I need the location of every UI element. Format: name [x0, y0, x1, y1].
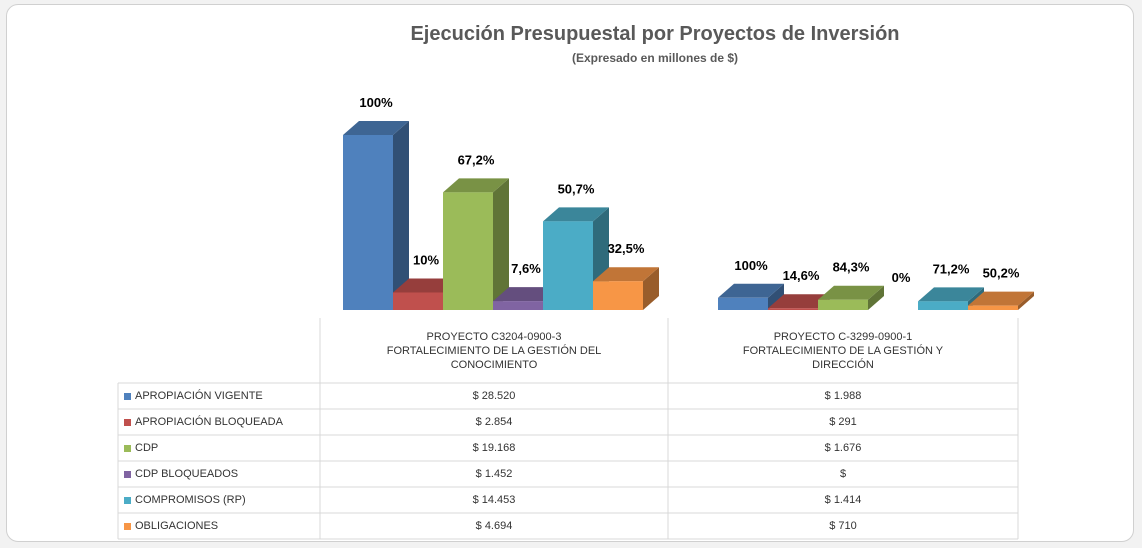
bar-front	[718, 297, 768, 310]
table-value: $	[839, 468, 847, 480]
legend-swatch	[124, 470, 131, 478]
legend-swatch	[124, 418, 131, 426]
data-label: 50,7%	[558, 181, 595, 196]
legend-label: COMPROMISOS (RP)	[135, 494, 246, 506]
table-value: $ 4.694	[475, 520, 513, 532]
bar-side	[393, 121, 409, 310]
bar	[343, 121, 409, 310]
data-label: 32,5%	[608, 241, 645, 256]
table-value: $ 1.452	[475, 468, 513, 480]
bar-top	[543, 207, 609, 222]
bar-front	[768, 308, 818, 310]
chart-subtitle: (Expresado en millones de $)	[572, 51, 738, 65]
bar-front	[968, 305, 1018, 310]
bar-side	[768, 283, 784, 310]
bar-front	[493, 301, 543, 310]
bar-top	[818, 285, 884, 300]
data-label: 10%	[413, 252, 439, 267]
category-header: PROYECTO C-3299-0900-1 FORTALECIMIENTO D…	[742, 331, 944, 371]
bar-front	[593, 281, 643, 310]
bar-side	[643, 267, 659, 310]
legend-swatch	[124, 496, 131, 504]
bar-top	[768, 294, 834, 309]
data-label: 71,2%	[933, 261, 970, 276]
bar	[818, 285, 884, 310]
data-label: 7,6%	[511, 261, 541, 276]
bar	[593, 267, 659, 310]
bar	[543, 207, 609, 310]
legend-entry: CDP	[118, 435, 320, 461]
table-value: $ 1.988	[824, 390, 862, 402]
legend-label: APROPIACIÓN VIGENTE	[135, 390, 263, 402]
data-label: 84,3%	[833, 260, 870, 275]
data-label: 14,6%	[783, 268, 820, 283]
table-value: $ 28.520	[472, 390, 516, 402]
legend-label: CDP BLOQUEADOS	[135, 468, 239, 480]
bar-top	[343, 121, 409, 135]
bar-front	[443, 192, 493, 310]
legend-entry: OBLIGACIONES	[118, 513, 320, 539]
data-label: 50,2%	[983, 266, 1020, 281]
data-label: 67,2%	[458, 152, 495, 167]
bar-top	[718, 283, 784, 298]
chart-title: Ejecución Presupuestal por Proyectos de …	[410, 23, 899, 45]
data-label: 100%	[359, 95, 393, 110]
legend-label: APROPIACIÓN BLOQUEADA	[135, 416, 283, 428]
table-value: $ 14.453	[472, 494, 516, 506]
table-value: $ 710	[829, 520, 857, 532]
table-value: $ 291	[829, 416, 857, 428]
table-value: $ 19.168	[472, 442, 516, 454]
table-value: $ 2.854	[475, 416, 513, 428]
bar-top	[443, 178, 509, 193]
legend-entry: APROPIACIÓN VIGENTE	[118, 383, 320, 409]
data-label: 0%	[892, 270, 911, 285]
bar-side	[493, 178, 509, 310]
legend-label: OBLIGACIONES	[135, 520, 219, 532]
bar-side	[1018, 291, 1034, 310]
bar-front	[343, 135, 393, 310]
table-value: $ 1.676	[824, 442, 862, 454]
legend-swatch	[124, 522, 131, 530]
bar-front	[543, 221, 593, 310]
bar	[968, 291, 1034, 310]
data-label: 100%	[734, 258, 768, 273]
legend-entry: CDP BLOQUEADOS	[118, 461, 320, 487]
table-value: $ 1.414	[824, 494, 862, 506]
legend-entry: COMPROMISOS (RP)	[118, 487, 320, 513]
legend-swatch	[124, 392, 131, 400]
legend-swatch	[124, 444, 131, 452]
bar-top	[968, 291, 1034, 306]
bar-side	[868, 285, 884, 310]
bar-front	[818, 299, 868, 310]
bar-front	[393, 292, 443, 310]
bar-top	[593, 267, 659, 282]
bar-top	[918, 287, 984, 302]
bar	[443, 178, 509, 310]
legend-label: CDP	[135, 442, 159, 454]
legend-entry: APROPIACIÓN BLOQUEADA	[118, 409, 320, 435]
bar-top	[393, 278, 459, 293]
bar-front	[918, 301, 968, 310]
bar-top	[493, 287, 559, 302]
bar	[718, 283, 784, 310]
category-header: PROYECTO C3204-0900-3 FORTALECIMIENTO DE…	[386, 331, 602, 371]
